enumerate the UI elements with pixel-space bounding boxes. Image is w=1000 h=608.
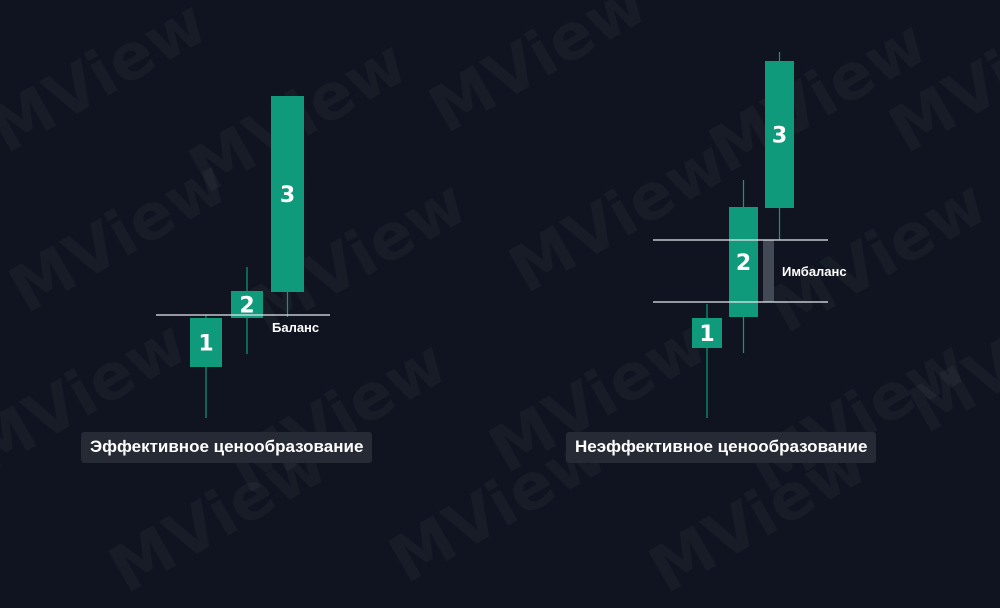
ineffective-imbalance-bar [763,240,774,302]
ineffective-candle-3-label: 3 [772,124,787,149]
ineffective-candle-2-label: 2 [736,251,751,276]
effective-candle-2-body [231,291,263,318]
ineffective-zone-label: Имбаланс [782,264,847,279]
effective-zone-label: Баланс [272,320,319,335]
effective-candle-2-label: 2 [239,294,254,319]
ineffective-candle-1-body [692,318,722,348]
effective-candle-1-body [190,318,222,367]
ineffective-candle-2-body [729,207,758,317]
effective-candle-3-body [271,96,304,292]
effective-candle-3-label: 3 [280,183,295,208]
caption-ineffective-pricing: Неэффективное ценообразование [566,432,877,463]
effective-candle-1-label: 1 [198,332,213,357]
candles-diagram: 1 2 3 Баланс 1 2 3 Имбаланс [156,52,847,418]
diagram-stage: MViewMViewMViewMViewMViewMViewMViewMView… [81,52,877,463]
ineffective-candle-3-body [765,61,794,208]
ineffective-candle-1-label: 1 [699,322,714,347]
caption-effective-pricing: Эффективное ценообразование [81,432,373,463]
